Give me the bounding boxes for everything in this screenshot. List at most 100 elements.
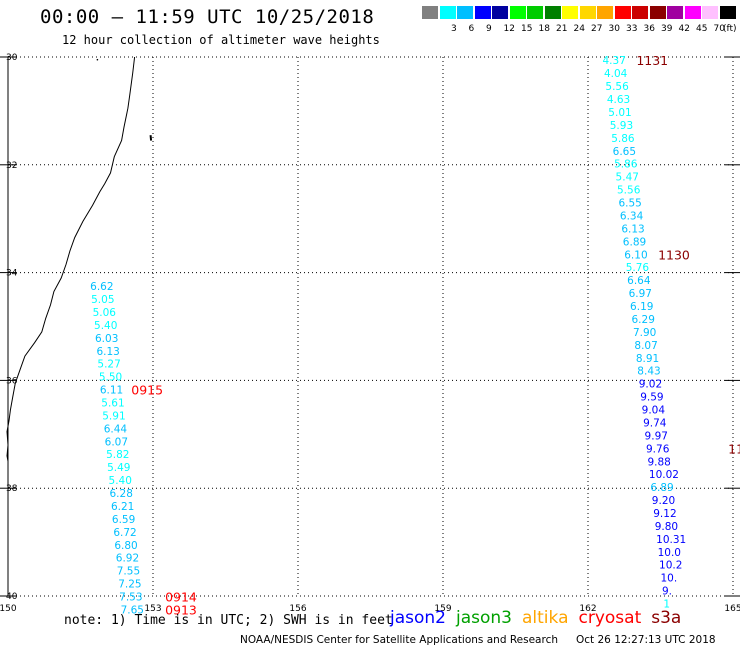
y-tick-label: 38	[6, 484, 18, 494]
data-label: 7.65	[121, 604, 144, 616]
data-label: 5.93	[610, 120, 633, 132]
data-label: 6.44	[104, 423, 128, 435]
data-label: 5.50	[99, 372, 122, 384]
island-mark	[96, 58, 99, 61]
data-label: 5.05	[91, 294, 114, 306]
data-label: 5.76	[626, 262, 650, 274]
data-label: 5.82	[106, 449, 129, 461]
data-label: 10.31	[656, 534, 686, 546]
data-label: 8.43	[637, 366, 660, 378]
legend-label: 27	[591, 24, 603, 34]
data-label: 6.34	[620, 210, 644, 222]
satellite-altika: altika	[522, 608, 569, 628]
legend-unit: (ft)	[723, 24, 737, 34]
data-label: 6.92	[116, 553, 139, 565]
coastline	[6, 56, 136, 462]
legend-swatch	[667, 6, 683, 19]
legend-label: 45	[696, 24, 708, 34]
data-label: 5.86	[614, 159, 638, 171]
data-label: 6.62	[90, 281, 113, 293]
legend-label: 36	[643, 24, 655, 34]
data-label: 6.64	[627, 275, 651, 287]
data-label: 6.11	[100, 385, 123, 397]
data-label: 10.	[661, 573, 678, 585]
time-label: 0913	[165, 602, 197, 617]
legend-swatch	[702, 6, 718, 19]
data-label: 6.13	[621, 223, 644, 235]
data-label: 5.06	[93, 307, 117, 319]
page-subtitle: 12 hour collection of altimeter wave hei…	[62, 33, 380, 47]
page-title: 00:00 – 11:59 UTC 10/25/2018	[40, 6, 375, 28]
time-label: 11	[728, 441, 740, 456]
satellite-s3a: s3a	[651, 608, 682, 628]
data-label: 6.28	[110, 488, 133, 500]
data-label: 5.49	[107, 462, 130, 474]
data-label: 1	[663, 599, 670, 611]
data-label: 6.19	[630, 301, 653, 313]
legend-swatch	[684, 6, 701, 19]
data-label: 6.29	[632, 314, 655, 326]
data-label: 6.55	[618, 198, 641, 210]
credit-line: NOAA/NESDIS Center for Satellite Applica…	[240, 634, 716, 646]
time-label: 1130	[658, 247, 690, 262]
legend-label: 42	[678, 24, 690, 34]
y-tick-label: 30	[6, 53, 18, 63]
data-label: 6.89	[623, 236, 646, 248]
satellite-legend: jason2 jason3 altika cryosat s3a	[390, 608, 691, 628]
data-label: 7.53	[119, 592, 142, 604]
data-label: 6.59	[112, 514, 135, 526]
legend-swatch	[719, 6, 736, 19]
data-label: 5.27	[97, 359, 120, 371]
legend-label: 21	[556, 24, 568, 34]
y-tick-label: 40	[6, 592, 18, 602]
data-label: 6.21	[111, 501, 134, 513]
legend-swatch	[579, 6, 596, 19]
legend-swatch	[562, 6, 578, 19]
legend-label: 30	[608, 24, 620, 34]
x-tick-label: 153	[144, 604, 161, 614]
data-label: 4.04	[604, 68, 628, 80]
data-label: 10.0	[658, 547, 681, 559]
data-label: 9.80	[655, 521, 678, 533]
data-label: 4.37	[603, 55, 626, 67]
data-label: 9.59	[640, 392, 663, 404]
legend-label: 70	[713, 24, 725, 34]
y-tick-label: 34	[6, 269, 18, 279]
y-tick-label: 36	[6, 376, 18, 386]
data-label: 9.88	[647, 456, 670, 468]
legend-label: 33	[626, 24, 638, 34]
data-label: 9.12	[653, 508, 676, 520]
data-label: 9.	[662, 586, 672, 598]
time-label: 0915	[131, 383, 163, 398]
legend-swatch	[632, 6, 648, 19]
data-label: 5.56	[605, 81, 629, 93]
data-label: 6.03	[95, 333, 118, 345]
data-label: 6.13	[96, 346, 119, 358]
legend-swatch	[544, 6, 561, 19]
data-label: 10.2	[659, 560, 682, 572]
data-label: 6.80	[114, 540, 137, 552]
x-tick-label: 150	[0, 604, 17, 614]
data-label: 9.76	[646, 443, 670, 455]
legend-swatch	[439, 6, 456, 19]
satellite-jason2: jason2	[390, 608, 446, 628]
data-label: 7.25	[118, 579, 141, 591]
legend-swatch	[527, 6, 543, 19]
data-label: 6.07	[105, 436, 128, 448]
data-label: 5.86	[611, 133, 635, 145]
data-label: 5.91	[102, 410, 125, 422]
legend-swatch	[457, 6, 473, 19]
legend-label: 12	[503, 24, 515, 34]
data-label: 9.74	[643, 417, 667, 429]
timestamp: Oct 26 12:27:13 UTC 2018	[576, 634, 716, 646]
legend-label: 3	[451, 24, 457, 34]
data-label: 6.89	[650, 482, 673, 494]
data-label: 9.97	[645, 430, 668, 442]
x-tick-label: 165	[724, 604, 740, 614]
data-label: 10.02	[649, 469, 679, 481]
legend-swatch	[509, 6, 526, 19]
satellite-jason3: jason3	[456, 608, 512, 628]
data-label: 9.20	[652, 495, 675, 507]
data-label: 5.40	[94, 320, 117, 332]
data-label: 6.65	[613, 146, 636, 158]
